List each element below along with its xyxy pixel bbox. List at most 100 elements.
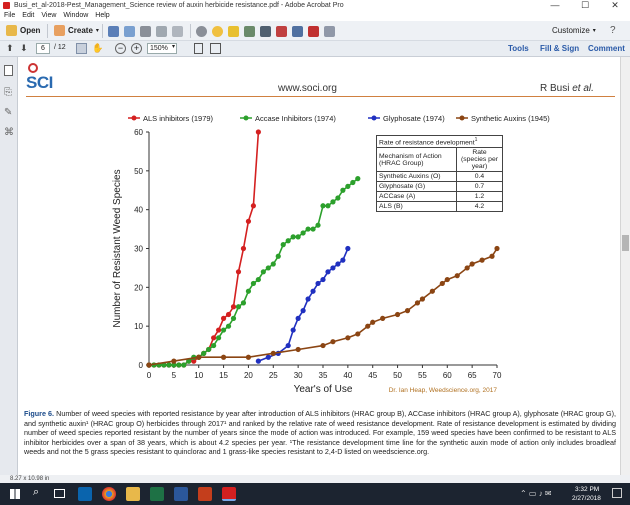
- x-tick-label: 20: [244, 371, 253, 380]
- data-point: [240, 300, 247, 306]
- x-tick-label: 50: [393, 371, 402, 380]
- word-icon[interactable]: [174, 487, 188, 501]
- data-point: [285, 238, 291, 244]
- chart-credit: Dr. Ian Heap, Weedscience.org, 2017: [389, 387, 498, 394]
- rate-table-header-rate: Rate (species per year): [456, 147, 503, 173]
- y-tick-label: 0: [139, 361, 144, 370]
- email-icon[interactable]: [172, 26, 183, 37]
- fill-sign-tab[interactable]: Fill & Sign: [540, 44, 580, 53]
- tag-icon[interactable]: ⌘: [4, 127, 14, 138]
- up-arrow-icon[interactable]: ⬆: [6, 43, 14, 53]
- windows-start-icon[interactable]: [10, 489, 20, 499]
- close-button[interactable]: ✕: [611, 0, 619, 10]
- select-tool-icon[interactable]: [76, 43, 87, 54]
- menu-view[interactable]: View: [41, 12, 57, 19]
- page-number-input[interactable]: 6: [36, 43, 50, 54]
- hand-tool-icon[interactable]: ✋: [92, 43, 104, 53]
- attachment-icon[interactable]: ⎘: [4, 87, 12, 98]
- legend-entry: Glyphosate (1974): [383, 114, 445, 123]
- chevron-down-icon: ▾: [95, 28, 99, 34]
- navigation-pane: ⎘ ✎ ⌘: [0, 57, 18, 481]
- vertical-scrollbar[interactable]: [620, 57, 630, 481]
- acrobat-icon[interactable]: [222, 487, 236, 501]
- stamp-icon[interactable]: [244, 26, 255, 37]
- print-icon[interactable]: [140, 26, 151, 37]
- file-explorer-icon[interactable]: [126, 487, 140, 501]
- table-row: ACCase (A) 1.2: [376, 191, 503, 203]
- tools-tab[interactable]: Tools: [508, 44, 529, 53]
- data-point: [325, 269, 331, 275]
- signature-icon[interactable]: ✎: [4, 107, 13, 118]
- clock-date[interactable]: 2/27/2018: [572, 495, 601, 502]
- customize-button[interactable]: Customize ▾: [552, 26, 596, 35]
- data-point: [320, 276, 326, 283]
- data-point: [230, 304, 237, 310]
- data-point: [186, 358, 192, 364]
- gear-icon[interactable]: [196, 26, 207, 37]
- page-total: / 12: [54, 44, 66, 51]
- minimize-button[interactable]: —: [550, 0, 560, 10]
- data-point: [370, 319, 376, 325]
- data-point: [315, 280, 321, 287]
- system-tray-icons[interactable]: ⌃ ▭ ♪ ✉: [520, 489, 552, 498]
- upload-icon[interactable]: [124, 26, 135, 37]
- legend-marker: [459, 115, 465, 121]
- legend-entry: Synthetic Auxins (1945): [471, 114, 550, 123]
- fit-width-icon[interactable]: [210, 43, 221, 54]
- data-point: [330, 265, 336, 271]
- down-arrow-icon[interactable]: ⬇: [20, 43, 28, 53]
- data-point: [250, 280, 256, 287]
- outlook-icon[interactable]: [78, 487, 92, 501]
- navigation-toolbar: ⬆ ⬇ 6 / 12 ✋ − + 150% ▾ Tools Fill & Sig…: [0, 41, 630, 57]
- data-point: [320, 203, 326, 209]
- sign-icon[interactable]: [260, 26, 271, 37]
- page-thumbnails-icon[interactable]: [4, 65, 13, 76]
- clock-time[interactable]: 3:32 PM: [575, 486, 600, 493]
- menu-bar: File Edit View Window Help: [0, 11, 630, 21]
- page-thumbnail-icon[interactable]: [324, 26, 335, 37]
- menu-file[interactable]: File: [4, 12, 16, 19]
- create-button[interactable]: Create ▾: [54, 25, 99, 36]
- notification-icon[interactable]: [612, 488, 622, 498]
- share-icon[interactable]: [156, 26, 167, 37]
- open-label: Open: [20, 26, 41, 35]
- data-point: [479, 257, 485, 263]
- powerpoint-icon[interactable]: [198, 487, 212, 501]
- excel-icon[interactable]: [150, 487, 164, 501]
- form-icon[interactable]: [292, 26, 303, 37]
- open-button[interactable]: Open: [6, 25, 40, 36]
- menu-window[interactable]: Window: [63, 12, 89, 19]
- help-icon[interactable]: ?: [610, 25, 616, 36]
- x-tick-label: 40: [343, 371, 352, 380]
- chrome-icon[interactable]: [102, 487, 116, 501]
- x-tick-label: 45: [368, 371, 377, 380]
- pdf-page: SCI www.soci.org R Busi et al. 0 10 20 30 40…: [20, 57, 619, 481]
- protect-icon[interactable]: [276, 26, 287, 37]
- search-icon[interactable]: ⌕: [33, 486, 40, 498]
- fit-page-icon[interactable]: [194, 43, 203, 54]
- x-tick-label: 25: [269, 371, 278, 380]
- zoom-out-icon[interactable]: −: [115, 43, 126, 54]
- data-point: [305, 296, 311, 302]
- menu-edit[interactable]: Edit: [22, 12, 35, 19]
- x-tick-label: 35: [319, 371, 328, 380]
- data-point: [439, 280, 445, 287]
- scroll-thumb[interactable]: [622, 235, 629, 251]
- redact-icon[interactable]: [308, 26, 319, 37]
- chevron-down-icon: ▾: [592, 28, 596, 34]
- menu-help[interactable]: Help: [95, 12, 110, 19]
- data-point: [305, 226, 311, 232]
- chevron-down-icon[interactable]: ▾: [172, 44, 176, 50]
- taskbar: ⌕ ⌃ ▭ ♪ ✉ 3:32 PM 2/27/2018: [0, 483, 630, 505]
- task-view-icon[interactable]: [54, 489, 65, 498]
- journal-url[interactable]: www.soci.org: [278, 83, 337, 94]
- save-icon[interactable]: [108, 26, 119, 37]
- comment-tab[interactable]: Comment: [588, 44, 625, 53]
- comment-bubble-icon[interactable]: [212, 26, 223, 37]
- zoom-level-select[interactable]: 150%: [147, 43, 177, 54]
- data-point: [340, 187, 346, 193]
- highlight-icon[interactable]: [228, 26, 239, 37]
- acrobat-app-icon: [3, 2, 10, 9]
- zoom-in-icon[interactable]: +: [131, 43, 142, 54]
- maximize-button[interactable]: ☐: [580, 0, 590, 10]
